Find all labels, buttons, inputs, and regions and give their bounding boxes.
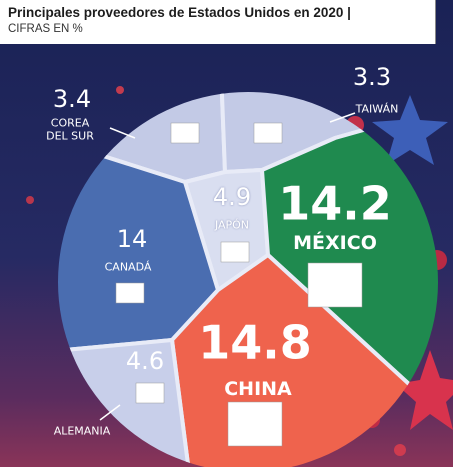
value-label: 4.9 [212,183,252,212]
category-label: TAIWÁN [355,102,399,116]
value-label: 3.3 [352,63,392,92]
chart-subtitle: CIFRAS EN % [8,23,83,35]
title-text: Principales proveedores de Estados Unido… [8,5,344,20]
flag [227,401,283,447]
value-label: 3.4 [52,85,92,114]
chart-title: Principales proveedores de Estados Unido… [8,5,351,20]
value-label: 4.6 [125,347,165,376]
cell [58,337,193,467]
flag [220,241,250,263]
leader-line [99,404,121,421]
category-label: CHINA [224,378,292,401]
value-label: 14.8 [198,315,312,370]
leader-line [329,112,356,123]
category-label: CANADÁ [104,260,152,274]
category-label: COREA DEL SUR [46,116,94,142]
value-label: 14 [116,225,148,254]
category-label: ALEMANIA [53,424,111,438]
flag [170,122,200,144]
flag [135,382,165,404]
leader-line [109,127,136,139]
category-label: JAPÓN [214,218,250,232]
flag [307,262,363,308]
flag [115,282,145,304]
header: Principales proveedores de Estados Unido… [0,0,436,44]
flag [253,122,283,144]
category-label: MÉXICO [293,232,377,255]
value-label: 14.2 [278,176,392,231]
overlay [99,112,363,447]
